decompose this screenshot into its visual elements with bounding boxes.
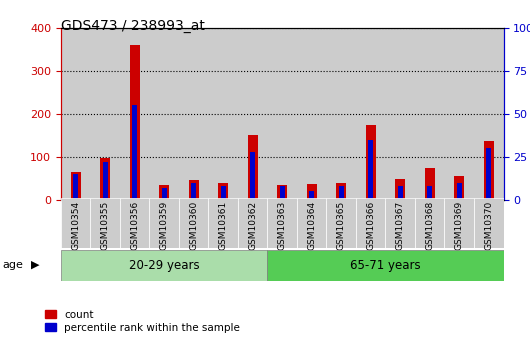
- Bar: [191, 183, 197, 200]
- Bar: [189, 180, 199, 200]
- Bar: [73, 174, 78, 200]
- Text: GSM10362: GSM10362: [248, 201, 257, 250]
- FancyBboxPatch shape: [120, 198, 149, 248]
- Text: GSM10359: GSM10359: [160, 201, 169, 250]
- Text: GSM10356: GSM10356: [130, 201, 139, 250]
- Bar: [486, 148, 491, 200]
- Bar: [326, 28, 356, 200]
- Text: GSM10369: GSM10369: [455, 201, 464, 250]
- Bar: [425, 168, 435, 200]
- Legend: count, percentile rank within the sample: count, percentile rank within the sample: [41, 305, 244, 337]
- FancyBboxPatch shape: [61, 198, 91, 248]
- FancyBboxPatch shape: [445, 198, 474, 248]
- Bar: [368, 140, 374, 200]
- Text: GSM10368: GSM10368: [425, 201, 434, 250]
- Bar: [456, 183, 462, 200]
- Text: GDS473 / 238993_at: GDS473 / 238993_at: [61, 19, 205, 33]
- FancyBboxPatch shape: [268, 250, 503, 281]
- Bar: [339, 186, 344, 200]
- Bar: [132, 105, 137, 200]
- Bar: [336, 183, 347, 200]
- Bar: [149, 28, 179, 200]
- FancyBboxPatch shape: [208, 198, 238, 248]
- FancyBboxPatch shape: [385, 198, 415, 248]
- Bar: [159, 185, 170, 200]
- Bar: [218, 183, 228, 200]
- Bar: [268, 28, 297, 200]
- Bar: [398, 186, 403, 200]
- FancyBboxPatch shape: [326, 198, 356, 248]
- Bar: [129, 45, 140, 200]
- Text: GSM10354: GSM10354: [71, 201, 80, 250]
- Bar: [277, 185, 287, 200]
- Bar: [474, 28, 503, 200]
- Bar: [61, 28, 91, 200]
- Bar: [483, 141, 494, 200]
- Bar: [208, 28, 238, 200]
- Text: GSM10366: GSM10366: [366, 201, 375, 250]
- Bar: [427, 186, 432, 200]
- Bar: [366, 125, 376, 200]
- Text: GSM10355: GSM10355: [101, 201, 110, 250]
- Bar: [356, 28, 385, 200]
- Text: GSM10367: GSM10367: [396, 201, 405, 250]
- Text: 20-29 years: 20-29 years: [129, 259, 199, 272]
- Bar: [415, 28, 445, 200]
- Bar: [309, 191, 314, 200]
- Bar: [297, 28, 326, 200]
- Bar: [385, 28, 415, 200]
- Bar: [238, 28, 268, 200]
- Bar: [395, 179, 405, 200]
- Bar: [179, 28, 208, 200]
- Text: GSM10363: GSM10363: [278, 201, 287, 250]
- FancyBboxPatch shape: [268, 198, 297, 248]
- Text: GSM10361: GSM10361: [219, 201, 228, 250]
- FancyBboxPatch shape: [61, 250, 268, 281]
- Bar: [250, 152, 255, 200]
- FancyBboxPatch shape: [179, 198, 208, 248]
- Bar: [162, 188, 167, 200]
- Text: GSM10360: GSM10360: [189, 201, 198, 250]
- Text: age: age: [3, 260, 23, 270]
- Text: GSM10370: GSM10370: [484, 201, 493, 250]
- FancyBboxPatch shape: [415, 198, 445, 248]
- Bar: [120, 28, 149, 200]
- Bar: [102, 162, 108, 200]
- Text: 65-71 years: 65-71 years: [350, 259, 421, 272]
- FancyBboxPatch shape: [149, 198, 179, 248]
- FancyBboxPatch shape: [356, 198, 385, 248]
- FancyBboxPatch shape: [474, 198, 503, 248]
- FancyBboxPatch shape: [297, 198, 326, 248]
- Text: GSM10365: GSM10365: [337, 201, 346, 250]
- Bar: [279, 186, 285, 200]
- Bar: [454, 176, 464, 200]
- Text: ▶: ▶: [31, 260, 39, 270]
- FancyBboxPatch shape: [238, 198, 268, 248]
- Bar: [100, 158, 110, 200]
- Bar: [248, 136, 258, 200]
- Bar: [306, 184, 317, 200]
- Bar: [91, 28, 120, 200]
- FancyBboxPatch shape: [91, 198, 120, 248]
- Text: GSM10364: GSM10364: [307, 201, 316, 250]
- Bar: [70, 172, 81, 200]
- Bar: [220, 186, 226, 200]
- Bar: [445, 28, 474, 200]
